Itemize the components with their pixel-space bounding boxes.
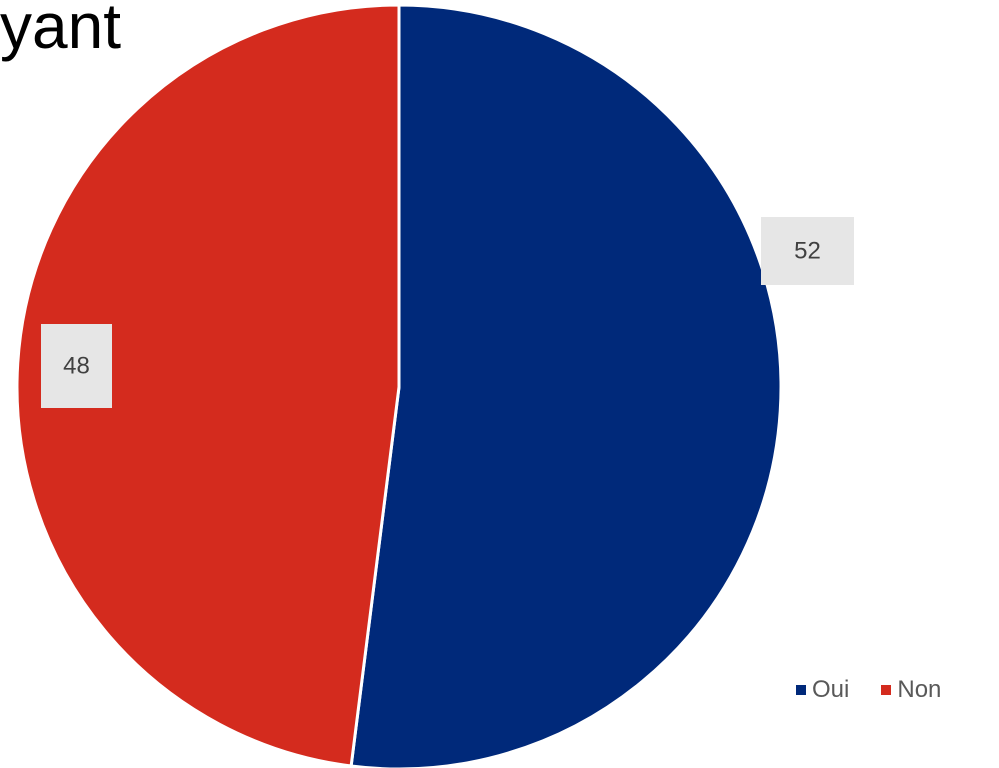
legend-label-non: Non [897, 676, 942, 703]
data-label-box [761, 217, 854, 285]
legend-swatch-non [881, 685, 892, 695]
legend: Oui Non [796, 676, 941, 704]
data-label-non: 48 [41, 324, 112, 408]
data-label-text: 48 [63, 353, 90, 380]
legend-swatch-oui [796, 685, 806, 695]
pie-slices [15, 3, 783, 768]
pie-slice-oui[interactable] [349, 3, 783, 768]
legend-item-non[interactable]: Non [881, 676, 941, 704]
chart-title-fragment: yant [0, 0, 121, 62]
data-label-oui: 52 [761, 217, 854, 285]
pie-slice-non[interactable] [15, 3, 401, 768]
data-label-box [41, 324, 112, 408]
pie-data-labels: 52 48 [41, 217, 854, 408]
legend-item-oui[interactable]: Oui [796, 676, 849, 704]
legend-label-oui: Oui [812, 676, 850, 703]
data-label-text: 52 [794, 238, 821, 265]
